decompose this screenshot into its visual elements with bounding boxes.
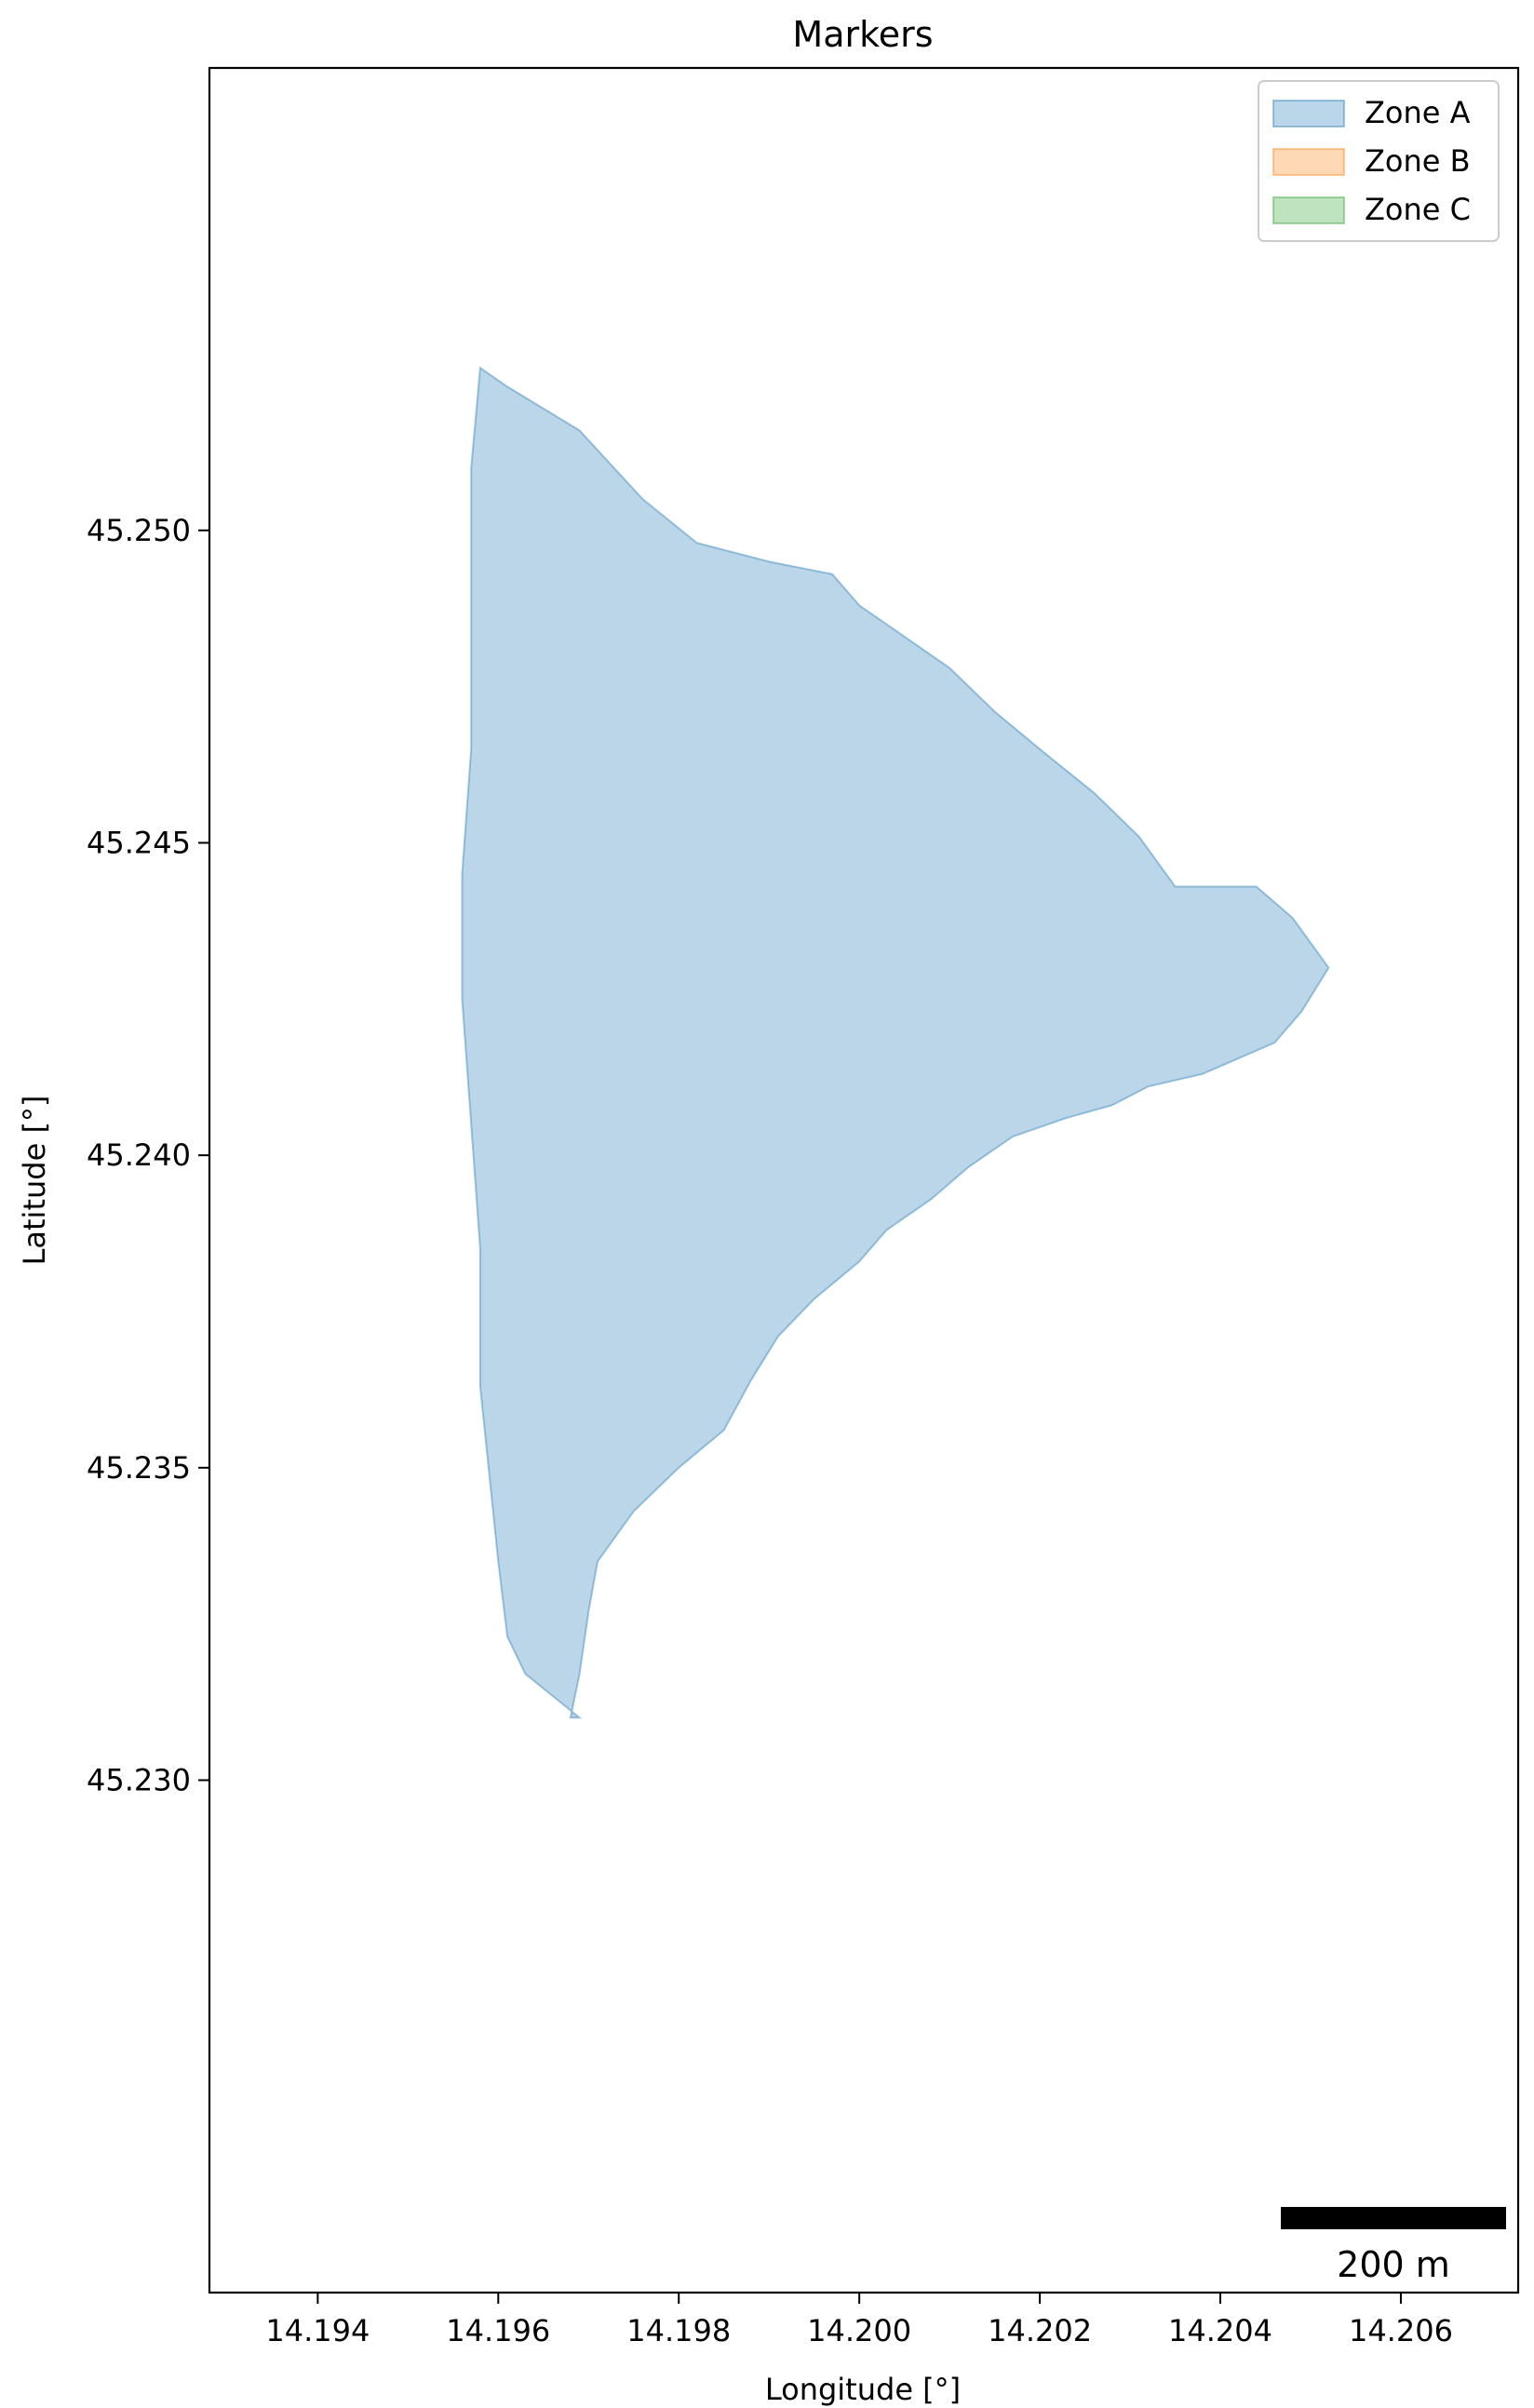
zone-a-polygon <box>461 366 1330 1719</box>
legend: Zone A Zone B Zone C <box>1258 80 1500 242</box>
x-tick-label: 14.200 <box>807 2313 911 2348</box>
scale-bar-label: 200 m <box>1337 2244 1450 2285</box>
y-tick-label: 45.240 <box>87 1137 191 1173</box>
x-tick-label: 14.204 <box>1168 2313 1272 2348</box>
y-axis-ticks: 45.230 45.235 45.240 45.245 45.250 <box>87 513 209 1797</box>
legend-swatch-zone-a <box>1272 100 1345 128</box>
x-axis-label: Longitude [°] <box>765 2372 961 2407</box>
x-tick-label: 14.198 <box>626 2313 731 2348</box>
legend-swatch-zone-c <box>1272 196 1345 224</box>
legend-label-zone-a: Zone A <box>1365 95 1471 130</box>
x-tick-label: 14.196 <box>446 2313 550 2348</box>
plot-frame <box>208 66 1520 2294</box>
y-tick-label: 45.250 <box>87 513 191 548</box>
legend-box <box>1258 80 1500 242</box>
y-tick-label: 45.230 <box>87 1762 191 1797</box>
chart-title: Markers <box>792 14 933 55</box>
x-axis-ticks: 14.194 14.196 14.198 14.200 14.202 14.204 14.2… <box>265 2293 1453 2348</box>
legend-label-zone-b: Zone B <box>1365 143 1471 179</box>
zone-polygons <box>461 366 1330 1719</box>
legend-swatch-zone-b <box>1272 148 1345 176</box>
x-tick-label: 14.202 <box>988 2313 1092 2348</box>
x-tick-label: 14.206 <box>1349 2313 1453 2348</box>
y-tick-label: 45.245 <box>87 825 191 860</box>
y-axis-label: Latitude [°] <box>17 1096 52 1266</box>
legend-label-zone-c: Zone C <box>1365 192 1471 227</box>
x-tick-label: 14.194 <box>265 2313 370 2348</box>
y-tick-label: 45.235 <box>87 1450 191 1486</box>
scale-bar: 200 m <box>1281 2207 1506 2285</box>
scale-bar-line <box>1281 2207 1506 2229</box>
